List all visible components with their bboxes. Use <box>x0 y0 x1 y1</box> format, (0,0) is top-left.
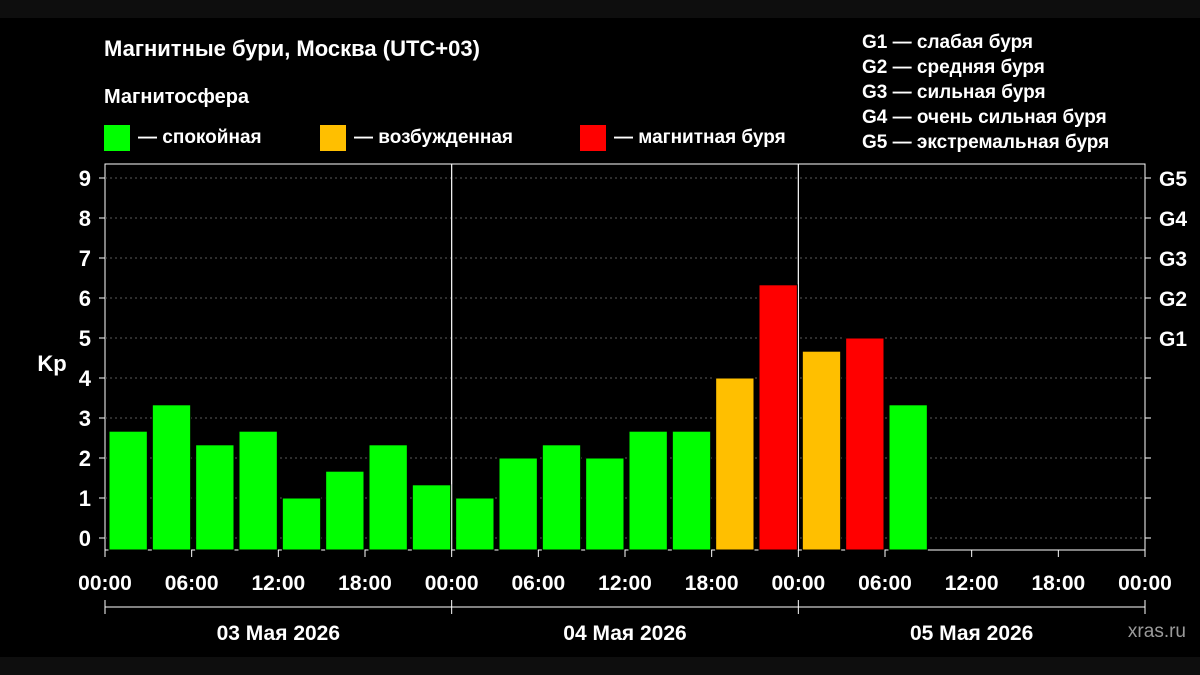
legend-label-quiet: — спокойная <box>138 127 262 148</box>
day-label: 03 Мая 2026 <box>217 622 340 645</box>
g-scale-item-g2: G2 — средняя буря <box>862 57 1045 78</box>
kp-bar <box>325 470 365 551</box>
x-tick-label: 00:00 <box>425 572 479 595</box>
bottom-letterbox-band <box>0 657 1200 675</box>
watermark: xras.ru <box>1127 621 1186 642</box>
top-letterbox-band <box>0 0 1200 18</box>
kp-bar <box>541 444 582 551</box>
x-tick-label: 00:00 <box>771 572 825 595</box>
x-tick-label: 06:00 <box>858 572 912 595</box>
g-level-label: G4 <box>1159 208 1187 231</box>
kp-bar <box>411 484 452 551</box>
x-tick-label: 06:00 <box>511 572 565 595</box>
kp-bar <box>671 430 712 551</box>
x-tick-label: 18:00 <box>1031 572 1085 595</box>
y-tick-label: 8 <box>79 206 91 231</box>
legend-item-storm: — магнитная буря <box>580 124 786 152</box>
g-scale-item-g3: G3 — сильная буря <box>862 82 1046 103</box>
g-scale-item-g5: G5 — экстремальная буря <box>862 132 1110 153</box>
kp-bar <box>238 430 278 551</box>
y-axis-title: Kp <box>37 351 66 376</box>
kp-bar <box>801 350 842 551</box>
day-label: 04 Мая 2026 <box>563 622 686 645</box>
legend-swatch-active <box>320 125 346 151</box>
x-tick-label: 12:00 <box>598 572 652 595</box>
legend-item-quiet: — спокойная <box>104 124 262 152</box>
kp-bar <box>845 337 885 551</box>
x-tick-label: 18:00 <box>338 572 392 595</box>
magnetosphere-legend-title: Магнитосфера <box>104 86 250 108</box>
y-tick-label: 4 <box>79 366 92 391</box>
g-level-label: G2 <box>1159 288 1187 311</box>
kp-bar <box>455 497 495 551</box>
g-scale-item-g4: G4 — очень сильная буря <box>862 107 1107 128</box>
x-tick-label: 18:00 <box>685 572 739 595</box>
kp-bar <box>888 404 928 551</box>
legend-swatch-storm <box>580 125 606 151</box>
kp-bar <box>195 444 235 551</box>
x-tick-label: 12:00 <box>945 572 999 595</box>
kp-bar <box>281 497 322 551</box>
y-tick-label: 3 <box>79 406 91 431</box>
y-tick-label: 9 <box>79 166 91 191</box>
kp-bar <box>151 404 192 551</box>
kp-bar <box>498 457 538 551</box>
x-tick-label: 00:00 <box>1118 572 1172 595</box>
g-scale-item-g1: G1 — слабая буря <box>862 32 1034 53</box>
x-tick-label: 06:00 <box>165 572 219 595</box>
chart-title: Магнитные бури, Москва (UTC+03) <box>104 36 480 61</box>
legend-item-active: — возбужденная <box>320 124 513 152</box>
y-tick-label: 0 <box>79 526 91 551</box>
legend-swatch-quiet <box>104 125 130 151</box>
legend-label-active: — возбужденная <box>354 127 514 148</box>
y-tick-label: 5 <box>79 326 91 351</box>
x-tick-label: 00:00 <box>78 572 132 595</box>
y-tick-label: 1 <box>79 486 91 511</box>
kp-bar <box>758 284 798 551</box>
g-scale-legend: G1 — слабая буря G2 — средняя буря G3 — … <box>862 30 1109 155</box>
kp-bar <box>585 457 625 551</box>
y-tick-label: 6 <box>79 286 91 311</box>
g-level-label: G1 <box>1159 328 1187 351</box>
kp-bar <box>108 430 148 551</box>
legend-label-storm: — магнитная буря <box>614 127 786 148</box>
g-level-label: G3 <box>1159 248 1187 271</box>
x-tick-label: 12:00 <box>251 572 305 595</box>
day-label: 05 Мая 2026 <box>910 622 1033 645</box>
kp-bar <box>715 377 755 551</box>
kp-bar <box>368 444 408 551</box>
g-level-label: G5 <box>1159 168 1187 191</box>
y-tick-label: 7 <box>79 246 91 271</box>
y-tick-label: 2 <box>79 446 91 471</box>
kp-bar <box>628 430 668 551</box>
